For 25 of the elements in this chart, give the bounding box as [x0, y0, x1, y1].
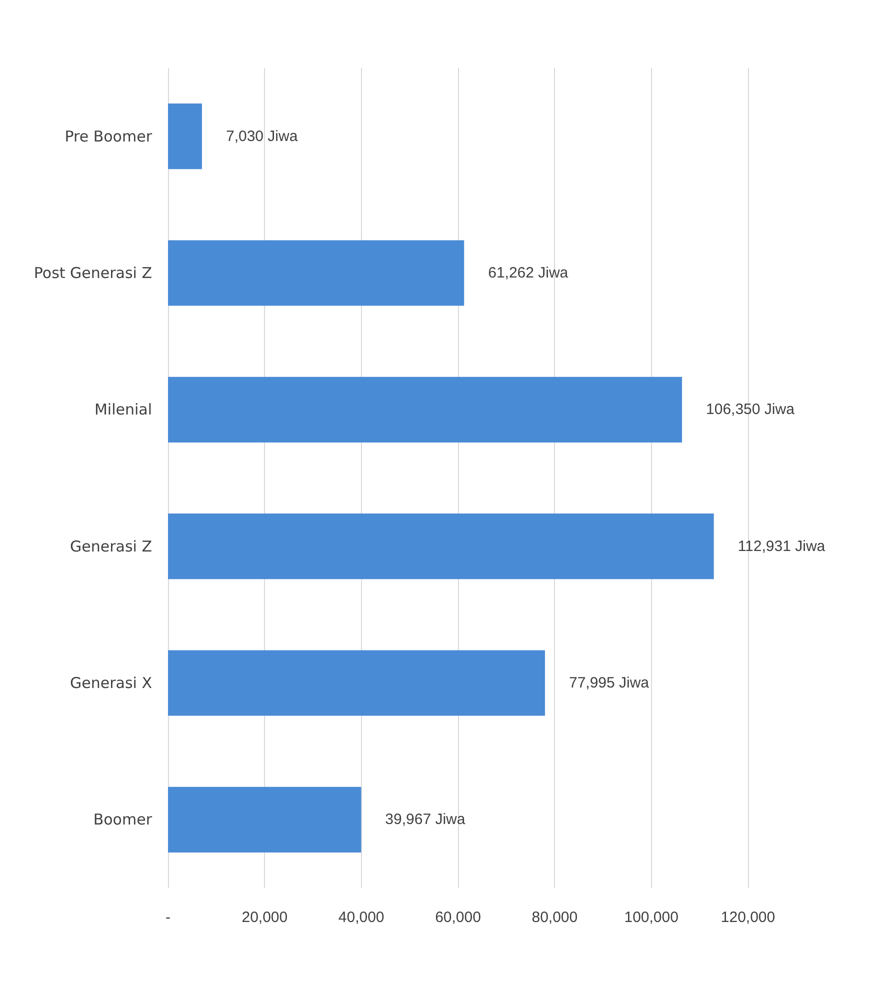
data-label: 7,030 Jiwa: [226, 128, 298, 145]
x-tick-label: 120,000: [720, 909, 776, 926]
x-tick-label: 80,000: [532, 909, 578, 926]
y-tick-label: Generasi Z: [70, 537, 152, 556]
y-tick-label: Boomer: [93, 810, 153, 829]
x-tick-label: -: [166, 909, 170, 926]
y-tick-label: Generasi X: [70, 674, 152, 692]
x-tick-label: 20,000: [242, 909, 288, 926]
y-tick-label: Pre Boomer: [64, 127, 153, 146]
bar: [168, 240, 464, 306]
data-label: 112,931 Jiwa: [738, 538, 826, 555]
bar: [168, 650, 545, 716]
data-label: 39,967 Jiwa: [385, 811, 466, 828]
data-label: 61,262 Jiwa: [488, 264, 569, 282]
data-label: 77,995 Jiwa: [568, 674, 650, 692]
x-tick-label: 40,000: [338, 909, 384, 926]
x-tick-label: 60,000: [435, 909, 481, 926]
data-label: 106,350 Jiwa: [706, 401, 796, 418]
y-tick-label: Post Generasi Z: [34, 264, 152, 282]
bar: [168, 104, 202, 170]
bar: [168, 376, 682, 442]
x-tick-label: 100,000: [624, 909, 678, 926]
bar: [168, 786, 362, 852]
y-tick-label: Milenial: [94, 400, 152, 419]
bar: [168, 514, 714, 580]
